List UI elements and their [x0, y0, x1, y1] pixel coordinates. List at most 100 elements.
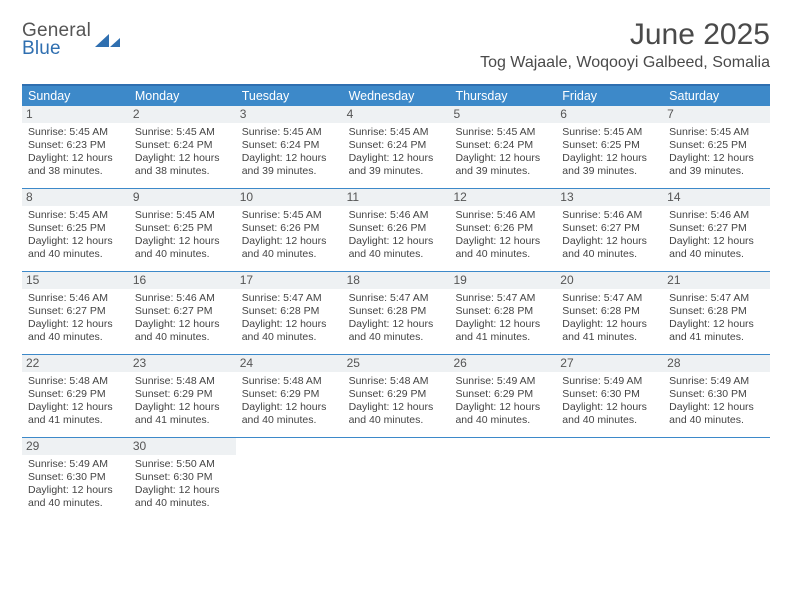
sunrise-line: Sunrise: 5:49 AM [28, 458, 124, 471]
daylight-line: Daylight: 12 hours and 41 minutes. [562, 318, 658, 344]
sunrise-line: Sunrise: 5:48 AM [28, 375, 124, 388]
sunset-line: Sunset: 6:26 PM [349, 222, 445, 235]
day-cell: 9Sunrise: 5:45 AMSunset: 6:25 PMDaylight… [129, 189, 236, 271]
sunrise-line: Sunrise: 5:45 AM [28, 209, 124, 222]
calendar: SundayMondayTuesdayWednesdayThursdayFrid… [22, 84, 770, 520]
day-number: 27 [556, 355, 663, 372]
daylight-line: Daylight: 12 hours and 40 minutes. [349, 318, 445, 344]
sunrise-line: Sunrise: 5:45 AM [242, 126, 338, 139]
day-number: 16 [129, 272, 236, 289]
day-number: 17 [236, 272, 343, 289]
sunrise-line: Sunrise: 5:46 AM [455, 209, 551, 222]
day-cell: 5Sunrise: 5:45 AMSunset: 6:24 PMDaylight… [449, 106, 556, 188]
sunrise-line: Sunrise: 5:47 AM [242, 292, 338, 305]
day-cell: 27Sunrise: 5:49 AMSunset: 6:30 PMDayligh… [556, 355, 663, 437]
day-of-week-header: Friday [556, 86, 663, 106]
sunset-line: Sunset: 6:27 PM [669, 222, 765, 235]
sunrise-line: Sunrise: 5:46 AM [135, 292, 231, 305]
daylight-line: Daylight: 12 hours and 40 minutes. [28, 235, 124, 261]
daylight-line: Daylight: 12 hours and 40 minutes. [28, 484, 124, 510]
sunrise-line: Sunrise: 5:48 AM [242, 375, 338, 388]
day-of-week-header: Wednesday [343, 86, 450, 106]
day-number: 25 [343, 355, 450, 372]
day-number: 30 [129, 438, 236, 455]
day-cell: 18Sunrise: 5:47 AMSunset: 6:28 PMDayligh… [343, 272, 450, 354]
sunrise-line: Sunrise: 5:45 AM [242, 209, 338, 222]
daylight-line: Daylight: 12 hours and 40 minutes. [242, 401, 338, 427]
day-cell: 23Sunrise: 5:48 AMSunset: 6:29 PMDayligh… [129, 355, 236, 437]
sunrise-line: Sunrise: 5:46 AM [669, 209, 765, 222]
sunset-line: Sunset: 6:27 PM [562, 222, 658, 235]
daylight-line: Daylight: 12 hours and 40 minutes. [28, 318, 124, 344]
day-number: 7 [663, 106, 770, 123]
day-number: 12 [449, 189, 556, 206]
day-of-week-header: Saturday [663, 86, 770, 106]
sunset-line: Sunset: 6:25 PM [28, 222, 124, 235]
empty-cell [663, 438, 770, 520]
empty-cell [236, 438, 343, 520]
sunset-line: Sunset: 6:30 PM [135, 471, 231, 484]
sunset-line: Sunset: 6:24 PM [455, 139, 551, 152]
month-title: June 2025 [480, 18, 770, 52]
sunset-line: Sunset: 6:28 PM [242, 305, 338, 318]
daylight-line: Daylight: 12 hours and 40 minutes. [455, 235, 551, 261]
daylight-line: Daylight: 12 hours and 40 minutes. [135, 318, 231, 344]
day-number: 11 [343, 189, 450, 206]
day-cell: 29Sunrise: 5:49 AMSunset: 6:30 PMDayligh… [22, 438, 129, 520]
sunset-line: Sunset: 6:27 PM [28, 305, 124, 318]
day-cell: 12 Sunrise: 5:46 AMSunset: 6:26 PMDayligh… [449, 189, 556, 271]
sunrise-line: Sunrise: 5:45 AM [455, 126, 551, 139]
daylight-line: Daylight: 12 hours and 40 minutes. [349, 401, 445, 427]
sunrise-line: Sunrise: 5:45 AM [349, 126, 445, 139]
day-number: 13 [556, 189, 663, 206]
daylight-line: Daylight: 12 hours and 40 minutes. [242, 235, 338, 261]
day-cell: 15Sunrise: 5:46 AMSunset: 6:27 PMDayligh… [22, 272, 129, 354]
sunset-line: Sunset: 6:28 PM [562, 305, 658, 318]
day-number: 28 [663, 355, 770, 372]
week-row: 1Sunrise: 5:45 AMSunset: 6:23 PMDaylight… [22, 106, 770, 189]
sunset-line: Sunset: 6:27 PM [135, 305, 231, 318]
daylight-line: Daylight: 12 hours and 40 minutes. [242, 318, 338, 344]
day-number: 1 [22, 106, 129, 123]
day-cell: 25Sunrise: 5:48 AMSunset: 6:29 PMDayligh… [343, 355, 450, 437]
daylight-line: Daylight: 12 hours and 40 minutes. [135, 484, 231, 510]
daylight-line: Daylight: 12 hours and 40 minutes. [349, 235, 445, 261]
sunrise-line: Sunrise: 5:46 AM [562, 209, 658, 222]
week-row: 8Sunrise: 5:45 AMSunset: 6:25 PMDaylight… [22, 189, 770, 272]
sunrise-line: Sunrise: 5:50 AM [135, 458, 231, 471]
sunset-line: Sunset: 6:24 PM [135, 139, 231, 152]
day-cell: 24Sunrise: 5:48 AMSunset: 6:29 PMDayligh… [236, 355, 343, 437]
day-number: 2 [129, 106, 236, 123]
daylight-line: Daylight: 12 hours and 40 minutes. [669, 401, 765, 427]
day-cell: 7Sunrise: 5:45 AMSunset: 6:25 PMDaylight… [663, 106, 770, 188]
daylight-line: Daylight: 12 hours and 41 minutes. [455, 318, 551, 344]
sunrise-line: Sunrise: 5:49 AM [562, 375, 658, 388]
sunset-line: Sunset: 6:26 PM [455, 222, 551, 235]
sunrise-line: Sunrise: 5:49 AM [455, 375, 551, 388]
day-of-week-header: Monday [129, 86, 236, 106]
day-cell: 3Sunrise: 5:45 AMSunset: 6:24 PMDaylight… [236, 106, 343, 188]
sunset-line: Sunset: 6:28 PM [455, 305, 551, 318]
weeks-container: 1Sunrise: 5:45 AMSunset: 6:23 PMDaylight… [22, 106, 770, 520]
day-cell: 11Sunrise: 5:46 AMSunset: 6:26 PMDayligh… [343, 189, 450, 271]
daylight-line: Daylight: 12 hours and 41 minutes. [669, 318, 765, 344]
day-number: 20 [556, 272, 663, 289]
day-number: 3 [236, 106, 343, 123]
sunset-line: Sunset: 6:30 PM [562, 388, 658, 401]
day-cell: 30 Sunrise: 5:50 AMSunset: 6:30 PMDayligh… [129, 438, 236, 520]
day-cell: 10Sunrise: 5:45 AMSunset: 6:26 PMDayligh… [236, 189, 343, 271]
sunrise-line: Sunrise: 5:45 AM [669, 126, 765, 139]
week-row: 22Sunrise: 5:48 AMSunset: 6:29 PMDayligh… [22, 355, 770, 438]
day-number: 8 [22, 189, 129, 206]
sunset-line: Sunset: 6:30 PM [669, 388, 765, 401]
day-cell: 14Sunrise: 5:46 AMSunset: 6:27 PMDayligh… [663, 189, 770, 271]
sunrise-line: Sunrise: 5:45 AM [135, 126, 231, 139]
sunset-line: Sunset: 6:30 PM [28, 471, 124, 484]
day-cell: 20Sunrise: 5:47 AMSunset: 6:28 PMDayligh… [556, 272, 663, 354]
day-number: 19 [449, 272, 556, 289]
daylight-line: Daylight: 12 hours and 38 minutes. [28, 152, 124, 178]
daylight-line: Daylight: 12 hours and 39 minutes. [562, 152, 658, 178]
sunrise-line: Sunrise: 5:47 AM [455, 292, 551, 305]
day-number: 5 [449, 106, 556, 123]
day-number: 22 [22, 355, 129, 372]
